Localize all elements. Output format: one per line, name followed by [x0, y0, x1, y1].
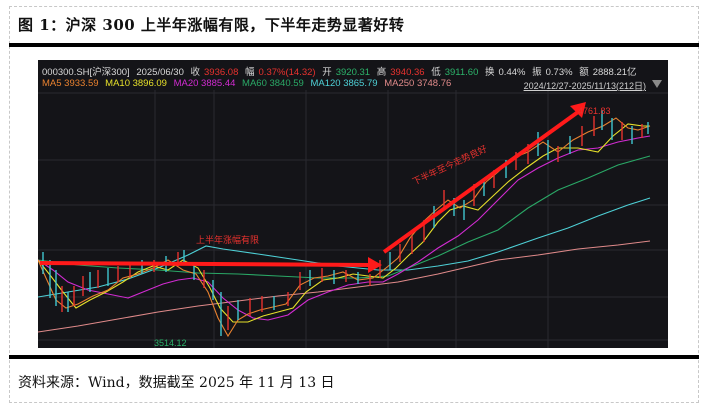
ma60-line [38, 155, 651, 279]
high-label: 高 [376, 67, 387, 78]
ma5-line [38, 117, 651, 338]
amplitude-label: 振 [532, 67, 542, 78]
grid-lines [38, 90, 668, 348]
ma-legend: MA5 3933.59 MA10 3896.09 MA20 3885.44 MA… [42, 78, 455, 89]
ma10-line [38, 123, 650, 323]
chevron-down-icon[interactable] [652, 80, 662, 88]
kline-chart: 000300.SH[沪深300] 2025/06/30 收 3936.08 幅 0.… [38, 60, 668, 348]
figure-frame [9, 6, 699, 403]
min-marker: 3514.12 [154, 338, 187, 348]
amount-value: 2888.21亿 [592, 67, 637, 78]
amplitude-value: 0.73% [545, 67, 573, 78]
bottom-rule [9, 355, 699, 359]
ma250-line [38, 240, 651, 333]
low-value: 3911.60 [444, 67, 479, 78]
date-range-selector[interactable]: 2024/12/27-2025/11/13(212日) [523, 81, 646, 91]
annotation-h1: 上半年涨幅有限 [196, 235, 260, 245]
quote-header: 000300.SH[沪深300] 2025/06/30 收 3936.08 幅 0.… [42, 64, 641, 78]
open-value: 3920.31 [335, 67, 371, 78]
high-value: 3940.36 [390, 67, 425, 78]
legend-ma5: MA5 3933.59 [42, 78, 99, 89]
change-label: 幅 [245, 67, 255, 78]
h2-arrow [382, 102, 586, 254]
ma20-line [38, 135, 651, 321]
candlesticks [42, 110, 649, 336]
figure-source: 资料来源：Wind，数据截至 2025 年 11 月 13 日 [18, 375, 335, 391]
legend-ma60: MA60 3840.59 [242, 78, 304, 89]
chart-plot [38, 90, 668, 348]
top-rule [9, 43, 699, 47]
figure-title: 图 1：沪深 300 上半年涨幅有限，下半年走势显著好转 [18, 16, 405, 34]
close-value: 3936.08 [204, 67, 239, 78]
low-label: 低 [431, 67, 441, 78]
change-value: 0.37%(14.32) [258, 67, 316, 78]
max-marker: 4761.83 [578, 106, 611, 116]
legend-ma250: MA250 3748.76 [384, 78, 452, 89]
turnover-label: 换 [485, 67, 495, 78]
legend-ma20: MA20 3885.44 [173, 78, 236, 89]
date: 2025/06/30 [136, 67, 184, 78]
close-label: 收 [190, 67, 201, 78]
amount-label: 额 [579, 67, 589, 78]
legend-ma10: MA10 3896.09 [105, 78, 167, 89]
open-label: 开 [322, 67, 332, 78]
ma120-line [38, 197, 651, 298]
code: 000300.SH[沪深300] [42, 67, 130, 78]
legend-ma120: MA120 3865.79 [310, 78, 378, 89]
turnover-value: 0.44% [498, 67, 526, 78]
h1-arrow [39, 257, 382, 273]
